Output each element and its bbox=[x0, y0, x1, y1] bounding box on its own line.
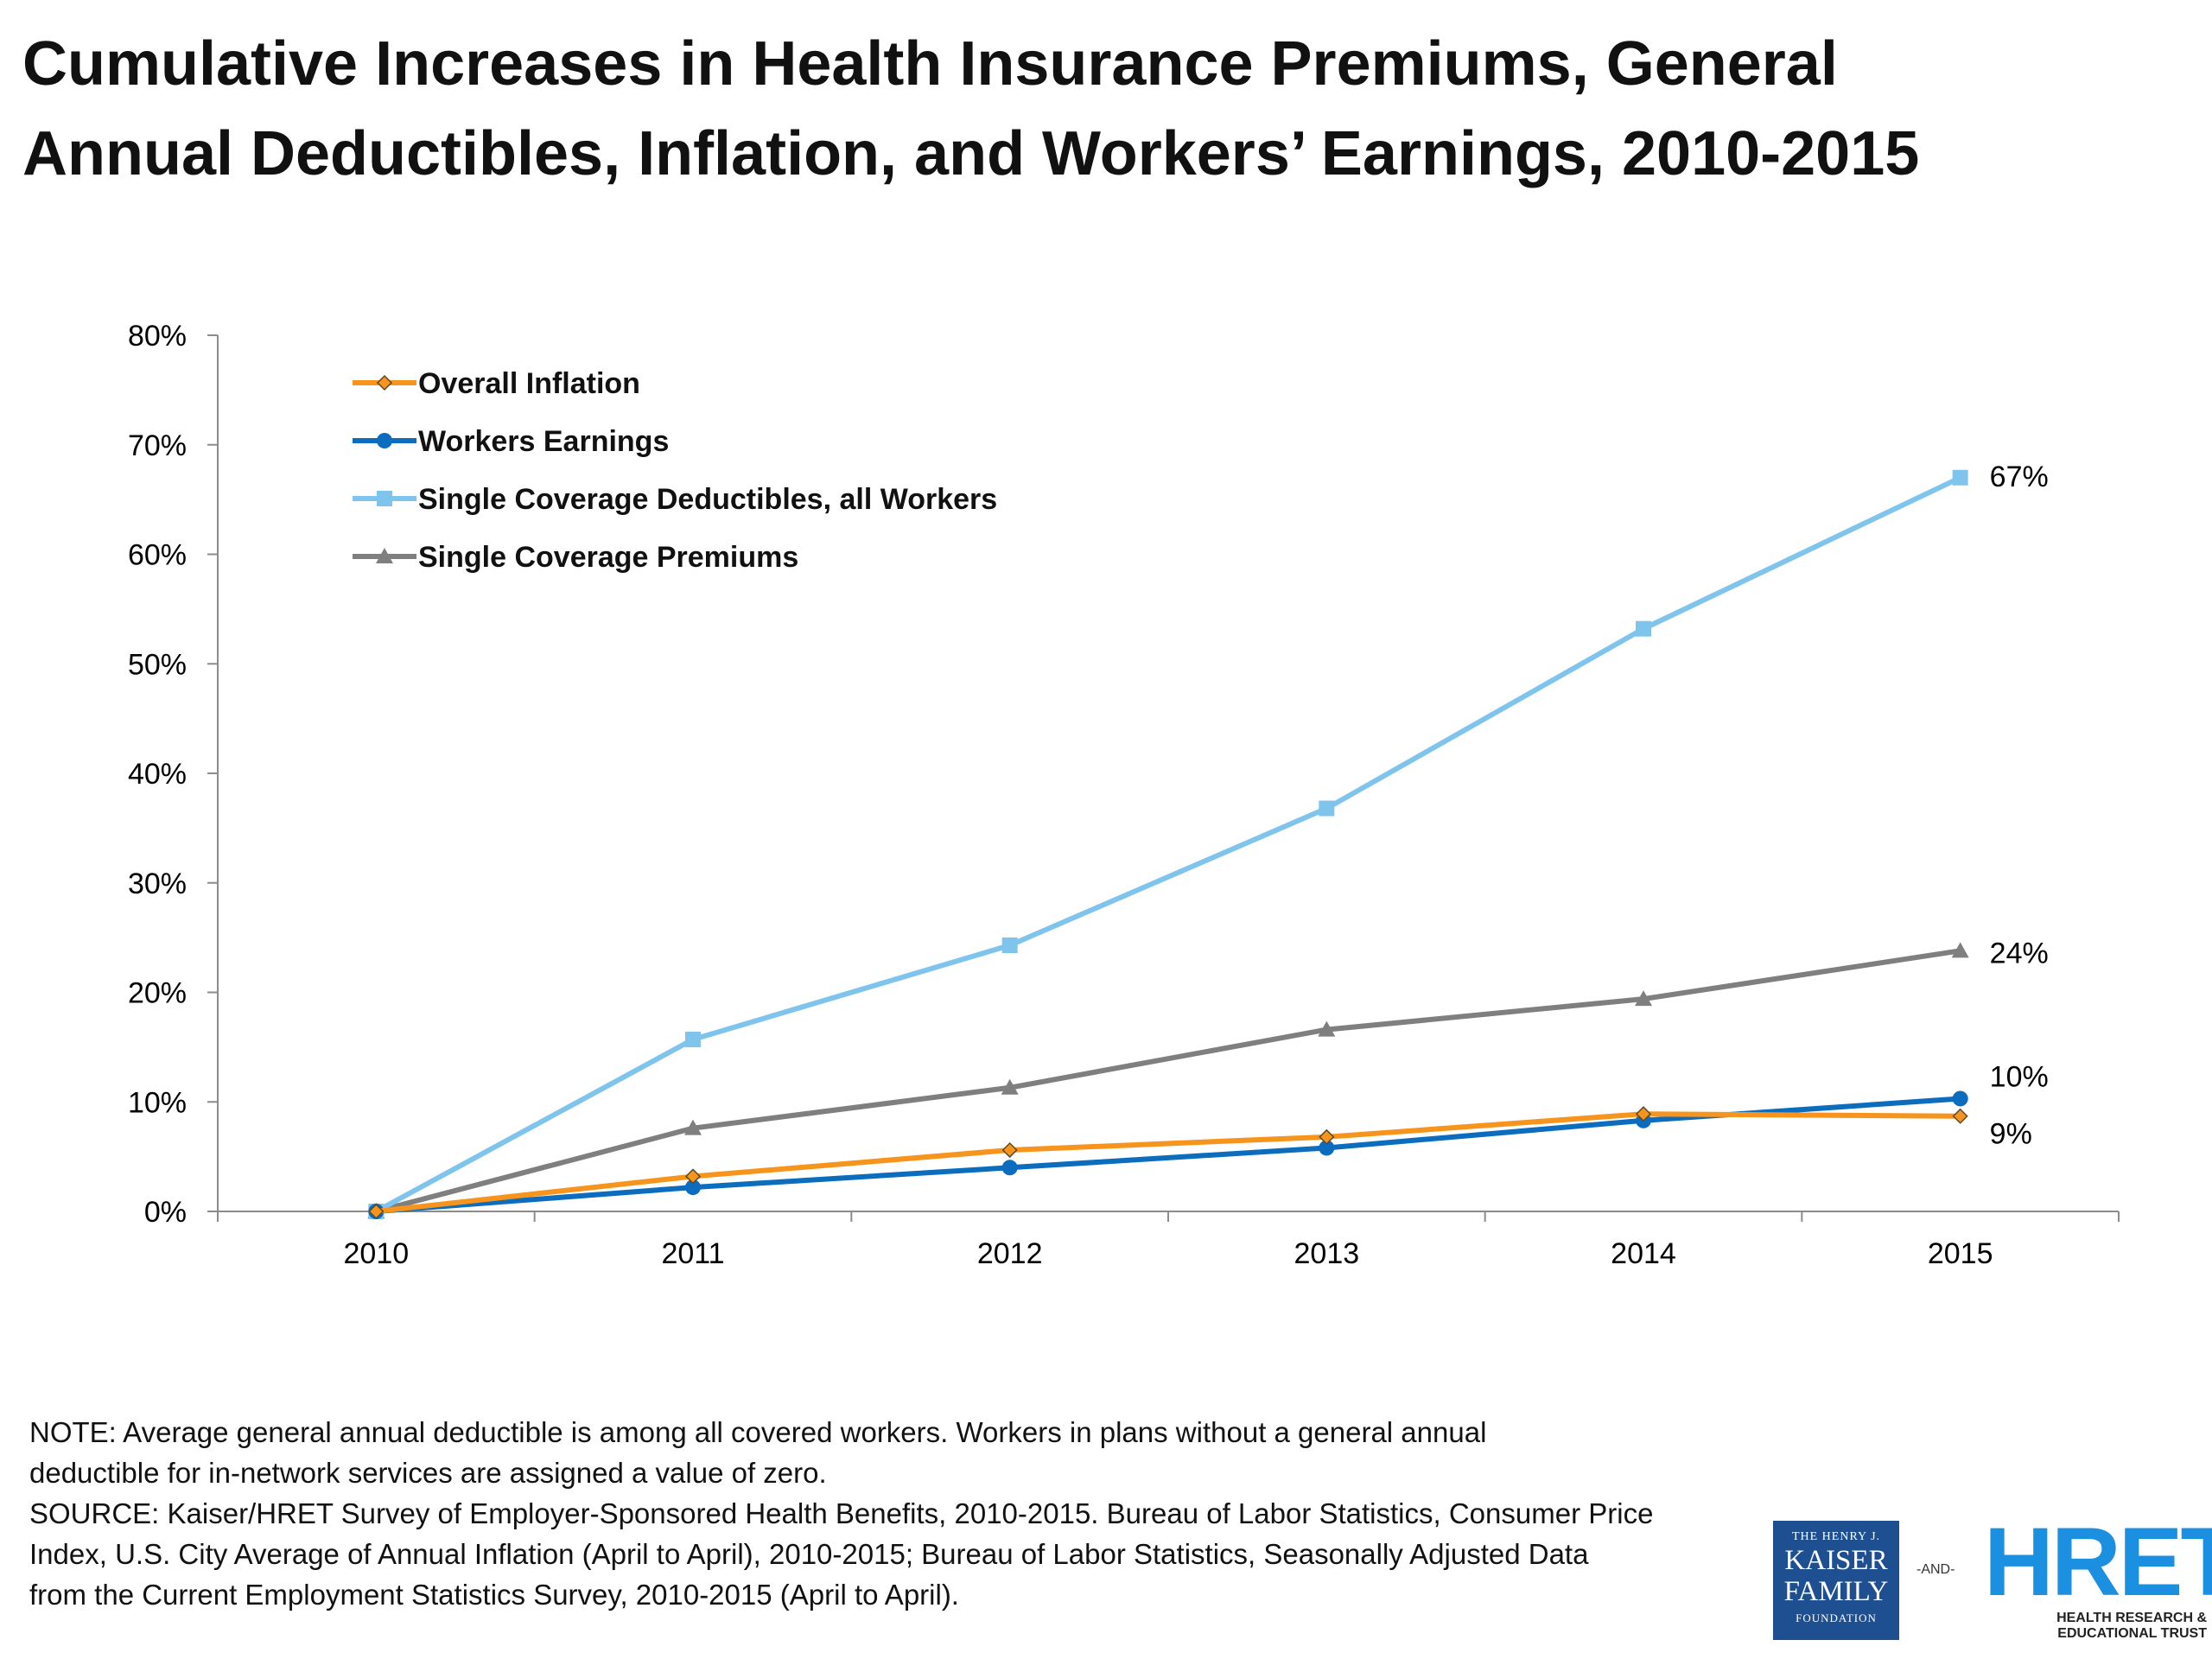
data-point-square bbox=[685, 1032, 701, 1048]
series-workers-earnings bbox=[368, 1090, 1968, 1219]
data-point-square bbox=[1319, 800, 1335, 817]
x-tick-label: 2010 bbox=[344, 1237, 410, 1270]
data-point-square bbox=[1001, 937, 1018, 953]
y-tick-label: 80% bbox=[128, 320, 187, 353]
y-tick-label: 50% bbox=[128, 648, 187, 681]
data-point-circle bbox=[1319, 1140, 1335, 1156]
chart-legend: Overall Inflation Workers Earnings Single … bbox=[353, 367, 997, 574]
legend-label: Single Coverage Premiums bbox=[418, 541, 798, 574]
chart-series: 9% 10% 67% 24% bbox=[367, 461, 2049, 1220]
x-tick-label: 2014 bbox=[1611, 1237, 1676, 1270]
data-point-triangle bbox=[1001, 1078, 1019, 1095]
data-point-triangle bbox=[1951, 942, 1969, 958]
logo-and-separator: -AND- bbox=[1916, 1562, 1955, 1577]
y-tick-label: 10% bbox=[128, 1086, 187, 1119]
x-tick-label: 2015 bbox=[1928, 1237, 1993, 1270]
kaiser-family-foundation-logo: THE HENRY J. KAISER FAMILY FOUNDATION bbox=[1773, 1521, 1899, 1640]
data-point-circle bbox=[377, 433, 392, 448]
source-line-3: from the Current Employment Statistics S… bbox=[29, 1579, 959, 1611]
series-end-label: 24% bbox=[1990, 937, 2049, 969]
source-line-1: SOURCE: Kaiser/HRET Survey of Employer-S… bbox=[29, 1497, 1654, 1529]
legend-label: Workers Earnings bbox=[418, 425, 669, 458]
data-point-diamond bbox=[684, 1168, 702, 1185]
data-point-diamond bbox=[1001, 1141, 1018, 1159]
chart-title-line-2: Annual Deductibles, Inflation, and Worke… bbox=[22, 119, 1920, 188]
series-single-coverage-deductibles-all-workers bbox=[368, 469, 1968, 1219]
hret-logo: HRET HEALTH RESEARCH & EDUCATIONAL TRUST bbox=[1984, 1508, 2212, 1642]
chart-axes: 0% 10% 20% 30% 40% 50% 60% 70% 80% 2010 2011 2012 20… bbox=[128, 320, 2120, 1270]
kff-logo-kaiser: KAISER bbox=[1784, 1545, 1888, 1576]
hret-logo-subtitle-2: EDUCATIONAL TRUST bbox=[2057, 1626, 2207, 1641]
chart-title: Cumulative Increases in Health Insurance… bbox=[22, 19, 2165, 199]
series-line bbox=[376, 1111, 1961, 1214]
x-tick-label: 2013 bbox=[1294, 1237, 1360, 1270]
data-point-triangle bbox=[1635, 990, 1652, 1007]
series-line bbox=[374, 475, 1961, 1214]
x-tick-label: 2012 bbox=[977, 1237, 1043, 1270]
y-tick-label: 0% bbox=[144, 1196, 187, 1229]
y-tick-label: 20% bbox=[128, 977, 187, 1010]
series-line bbox=[375, 948, 1961, 1214]
data-point-circle bbox=[1001, 1160, 1018, 1176]
y-tick-label: 30% bbox=[128, 868, 187, 900]
legend-label: Single Coverage Deductibles, all Workers bbox=[418, 483, 997, 516]
data-point-diamond bbox=[376, 374, 393, 391]
data-point-circle bbox=[685, 1179, 701, 1196]
data-point-diamond bbox=[1952, 1108, 1968, 1124]
source-line-2: Index, U.S. City Average of Annual Infla… bbox=[29, 1538, 1589, 1570]
data-point-triangle bbox=[1318, 1020, 1336, 1037]
series-end-label: 10% bbox=[1990, 1060, 2049, 1093]
y-tick-label: 70% bbox=[128, 429, 187, 462]
data-point-diamond bbox=[368, 1203, 385, 1220]
note-line-1: NOTE: Average general annual deductible … bbox=[29, 1416, 1487, 1448]
data-point-square bbox=[377, 491, 392, 506]
kff-logo-top: THE HENRY J. bbox=[1791, 1530, 1881, 1543]
data-point-circle bbox=[1952, 1090, 1968, 1107]
source-notes: NOTE: Average general annual deductible … bbox=[29, 1412, 1775, 1615]
series-overall-inflation bbox=[368, 1106, 1968, 1220]
data-point-diamond bbox=[1635, 1106, 1652, 1122]
y-tick-label: 60% bbox=[128, 539, 187, 572]
series-single-coverage-premiums bbox=[367, 942, 1969, 1218]
legend-label: Overall Inflation bbox=[418, 367, 640, 400]
series-end-label: 9% bbox=[1990, 1118, 2032, 1151]
kff-logo-family: FAMILY bbox=[1783, 1576, 1889, 1607]
data-point-square bbox=[1952, 469, 1968, 486]
data-point-triangle bbox=[684, 1119, 702, 1135]
chart-title-line-1: Cumulative Increases in Health Insurance… bbox=[22, 29, 1838, 99]
kff-logo-foundation: FOUNDATION bbox=[1796, 1611, 1877, 1624]
x-tick-label: 2011 bbox=[661, 1237, 724, 1270]
note-line-2: deductible for in-network services are a… bbox=[29, 1457, 827, 1489]
line-chart: 0% 10% 20% 30% 40% 50% 60% 70% 80% 2010 2011 2012 20… bbox=[128, 320, 2120, 1270]
data-point-triangle bbox=[376, 548, 393, 563]
y-tick-label: 40% bbox=[128, 758, 187, 791]
data-point-diamond bbox=[1319, 1128, 1335, 1145]
hret-logo-wordmark: HRET bbox=[1984, 1508, 2212, 1616]
hret-logo-subtitle-1: HEALTH RESEARCH & bbox=[2056, 1611, 2207, 1625]
series-end-label: 67% bbox=[1990, 461, 2049, 493]
data-point-square bbox=[1636, 620, 1651, 637]
